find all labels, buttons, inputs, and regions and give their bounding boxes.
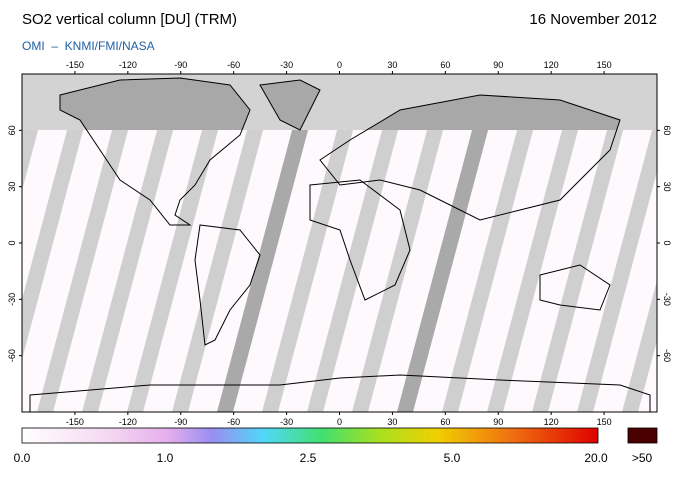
lon-tick-label: 90 (493, 60, 503, 70)
lon-tick-label: 120 (544, 60, 559, 70)
swath (217, 74, 323, 412)
lat-tick-label: 60 (7, 125, 17, 135)
lat-tick-label: -30 (7, 293, 17, 306)
lon-tick-label: -30 (280, 417, 293, 427)
lon-tick-label: 120 (544, 417, 559, 427)
swath (307, 74, 413, 412)
lon-tick-label: -150 (66, 417, 84, 427)
swath (532, 74, 638, 412)
lon-tick-label: 150 (597, 60, 612, 70)
lon-tick-label: -120 (119, 60, 137, 70)
lon-tick-label: 30 (387, 60, 397, 70)
swath (622, 280, 657, 412)
lat-tick-label: 0 (7, 240, 17, 245)
lon-tick-label: 30 (387, 417, 397, 427)
orbit-swaths (22, 74, 657, 412)
map-subtitle: OMI – KNMI/FMI/NASA (22, 39, 155, 53)
lon-tick-label: 150 (597, 417, 612, 427)
colorbar-label: 1.0 (157, 451, 174, 465)
swath (397, 74, 503, 412)
lat-tick-label: 60 (662, 125, 672, 135)
map-area (22, 74, 657, 412)
lon-tick-label: 0 (337, 60, 342, 70)
lat-tick-label: -30 (662, 293, 672, 306)
map-title: SO2 vertical column [DU] (TRM) (22, 11, 237, 28)
axis-ticks: -150 -150 -120 -120 -90 -90 -60 -60 -30 -30 0 0 30 30… (7, 60, 672, 427)
lat-tick-label: 0 (662, 240, 672, 245)
swath (577, 111, 657, 412)
colorbar-label: 5.0 (444, 451, 461, 465)
swath (487, 74, 593, 412)
lon-tick-label: 0 (337, 417, 342, 427)
colorbar-label: 2.5 (300, 451, 317, 465)
lon-tick-label: 90 (493, 417, 503, 427)
swath (37, 74, 143, 412)
swath (82, 74, 188, 412)
lat-tick-label: 30 (662, 182, 672, 192)
swath (172, 74, 278, 412)
lat-tick-label: -60 (662, 349, 672, 362)
lon-tick-label: -60 (227, 417, 240, 427)
lon-tick-label: -90 (174, 417, 187, 427)
swath (352, 74, 458, 412)
lon-tick-label: 60 (440, 60, 450, 70)
swath (442, 74, 548, 412)
colorbar-overflow-label: >50 (632, 451, 653, 465)
lon-tick-label: -60 (227, 60, 240, 70)
lon-tick-label: -120 (119, 417, 137, 427)
lon-tick-label: -30 (280, 60, 293, 70)
swath (22, 74, 98, 360)
lat-tick-label: 30 (7, 182, 17, 192)
colorbar (21, 427, 599, 444)
lat-tick-label: -60 (7, 349, 17, 362)
lon-tick-label: 60 (440, 417, 450, 427)
lon-tick-label: -150 (66, 60, 84, 70)
colorbar-label: 0.0 (14, 451, 31, 465)
colorbar-label: 20.0 (584, 451, 608, 465)
swath (127, 74, 233, 412)
colorbar-overflow (627, 427, 658, 444)
lon-tick-label: -90 (174, 60, 187, 70)
swath (262, 74, 368, 412)
map-date: 16 November 2012 (529, 11, 657, 28)
